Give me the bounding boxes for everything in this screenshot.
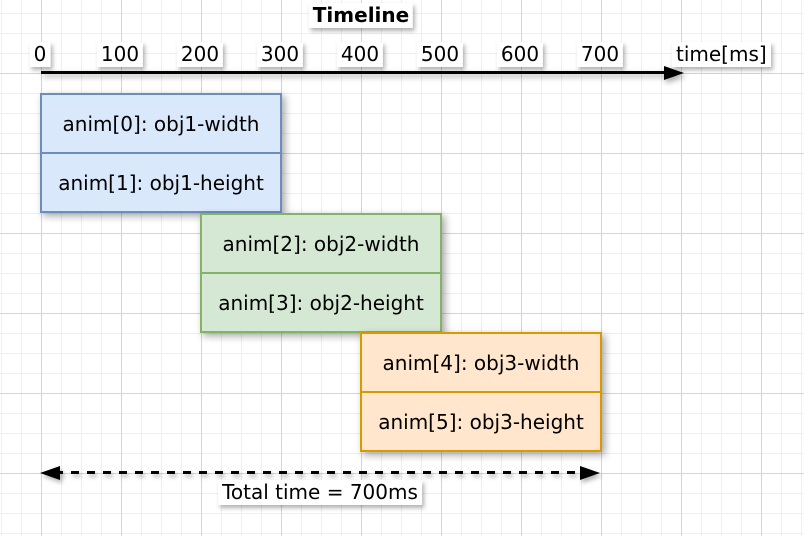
axis-tick-label-100: 100 [96,42,144,67]
total-time-arrow [40,466,600,480]
arrowhead-left-icon [40,466,60,480]
axis-tick-label-600: 600 [496,42,544,67]
dashed-line [55,471,585,474]
axis-unit-label: time[ms] [672,42,771,67]
timeline-group-obj2: anim[2]: obj2-width anim[3]: obj2-height [200,213,442,333]
axis-tick-label-300: 300 [256,42,304,67]
bar-label: anim[4]: obj3-width [382,350,580,375]
bar-label: anim[1]: obj1-height [58,170,264,195]
timeline-bar-anim1: anim[1]: obj1-height [42,152,280,211]
axis-tick-label-400: 400 [336,42,384,67]
arrowhead-right-icon [580,466,600,480]
bar-label: anim[3]: obj2-height [218,290,424,315]
bar-label: anim[0]: obj1-width [62,111,260,136]
time-axis [41,66,684,80]
timeline-group-obj3: anim[4]: obj3-width anim[5]: obj3-height [360,332,602,452]
timeline-bar-anim0: anim[0]: obj1-width [42,95,280,152]
timeline-bar-anim2: anim[2]: obj2-width [202,215,440,272]
timeline-bar-anim5: anim[5]: obj3-height [362,391,600,450]
bar-label: anim[2]: obj2-width [222,231,420,256]
bar-label: anim[5]: obj3-height [378,409,584,434]
total-time-label: Total time = 700ms [218,480,422,505]
axis-tick-label-500: 500 [416,42,464,67]
axis-tick-label-200: 200 [176,42,224,67]
timeline-bar-anim3: anim[3]: obj2-height [202,272,440,331]
axis-tick-label-700: 700 [576,42,624,67]
timeline-group-obj1: anim[0]: obj1-width anim[1]: obj1-height [40,93,282,213]
axis-tick-label-0: 0 [29,42,51,67]
time-axis-line [41,71,666,74]
timeline-bar-anim4: anim[4]: obj3-width [362,334,600,391]
diagram-title: Timeline [308,3,414,28]
time-axis-arrowhead-icon [664,66,684,80]
